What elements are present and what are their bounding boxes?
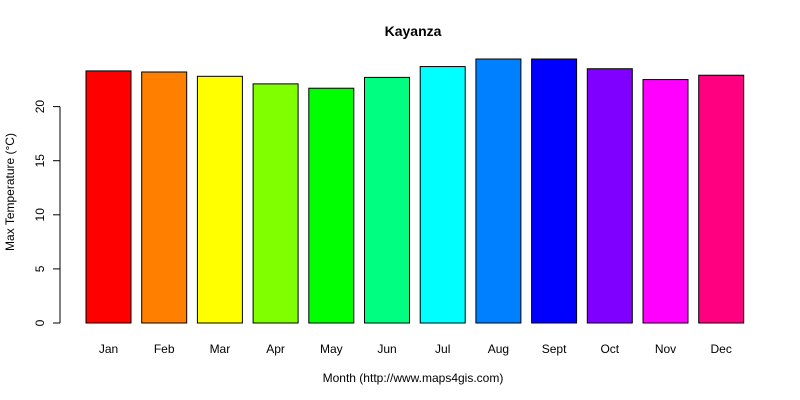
- chart-title: Kayanza: [385, 23, 442, 39]
- x-tick-label: Sept: [542, 342, 567, 356]
- y-tick-label: 0: [33, 319, 47, 326]
- bar-oct: [586, 68, 633, 324]
- x-tick-label: Nov: [655, 342, 676, 356]
- x-tick-label: Mar: [210, 342, 231, 356]
- bar-feb: [141, 71, 188, 324]
- bar-dec: [698, 74, 745, 324]
- y-tick-label: 15: [33, 154, 47, 168]
- bar-aug: [475, 58, 522, 324]
- bar-jun: [364, 76, 410, 324]
- x-tick-label: Apr: [266, 342, 285, 356]
- y-tick-label: 10: [33, 208, 47, 222]
- y-axis-label: Max Temperature (°C): [3, 133, 17, 251]
- x-tick-label: Oct: [600, 342, 619, 356]
- bar-jan: [85, 70, 132, 324]
- bar-jul: [419, 66, 466, 324]
- bar-nov: [642, 79, 689, 324]
- bar-may: [308, 87, 355, 324]
- bar-mar: [196, 75, 243, 324]
- x-axis-label: Month (http://www.maps4gis.com): [323, 371, 504, 385]
- y-tick-label: 5: [33, 265, 47, 272]
- x-tick-label: Jun: [377, 342, 396, 356]
- y-tick-label: 20: [33, 100, 47, 114]
- bar-sept: [531, 58, 578, 324]
- x-tick-label: May: [320, 342, 343, 356]
- x-tick-labels: Jan Feb Mar Apr May Jun Jul Aug Sept Oct Nov Dec: [99, 342, 732, 356]
- y-axis: 0 5 10 15 20: [33, 100, 61, 326]
- x-tick-label: Jan: [99, 342, 118, 356]
- x-tick-label: Dec: [711, 342, 732, 356]
- bar-apr: [252, 83, 299, 324]
- bars-group: [85, 58, 745, 324]
- x-tick-label: Feb: [154, 342, 175, 356]
- x-tick-label: Jul: [435, 342, 450, 356]
- x-tick-label: Aug: [488, 342, 509, 356]
